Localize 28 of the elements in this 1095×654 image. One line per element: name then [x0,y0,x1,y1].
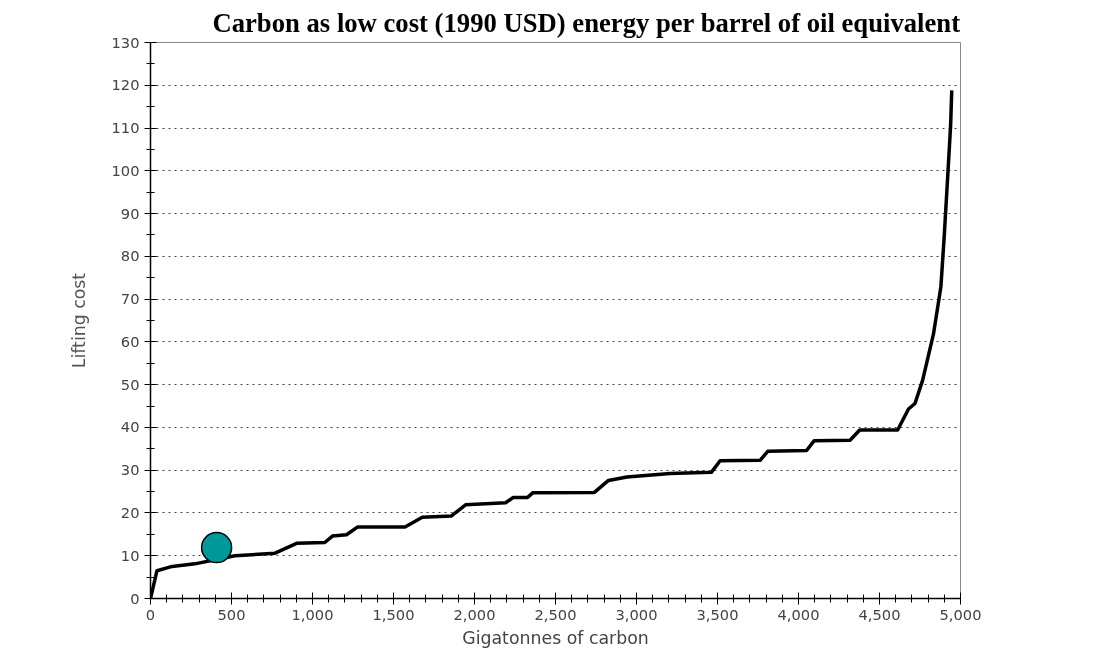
x-tick-label: 1,000 [291,605,334,623]
x-tick-label: 2,500 [534,605,577,623]
x-tick-label: 4,000 [777,605,820,623]
x-tick-label: 4,500 [858,605,901,623]
x-tick-label: 3,000 [615,605,658,623]
x-tick-label: 1,500 [372,605,415,623]
y-tick-label: 30 [120,461,140,479]
y-tick-label: 70 [120,290,140,308]
x-tick-label: 3,500 [696,605,739,623]
x-tick-label: 2,000 [453,605,496,623]
y-axis-title: Lifting cost [68,272,89,369]
y-tick-label: 130 [111,33,140,51]
y-tick-label: 110 [111,119,140,137]
x-axis-title: Gigatonnes of carbon [462,627,649,648]
y-tick-label: 100 [111,161,140,179]
x-tick-label: 0 [145,605,156,623]
y-tick-label: 60 [120,332,140,350]
chart-title: Carbon as low cost (1990 USD) energy per barrel of oil equivalent [212,7,961,38]
x-tick-label: 500 [217,605,246,623]
y-tick-label: 90 [120,204,140,222]
y-tick-label: 80 [120,247,140,265]
y-tick-label: 50 [120,375,140,393]
y-tick-label: 0 [130,589,140,607]
y-tick-label: 20 [120,503,140,521]
y-tick-label: 120 [111,76,140,94]
y-tick-label: 40 [120,418,140,436]
x-tick-label: 5,000 [939,605,982,623]
y-tick-label: 10 [120,546,140,564]
